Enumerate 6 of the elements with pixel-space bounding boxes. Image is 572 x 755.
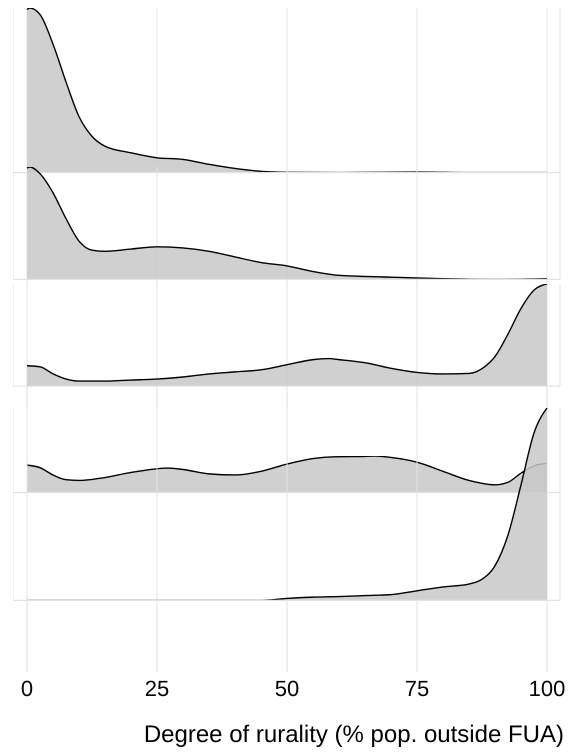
x-tick-label: 0 [20, 676, 34, 701]
x-tick-label: 50 [274, 676, 300, 701]
x-axis-title: Degree of rurality (% pop. outside FUA) [142, 721, 564, 749]
x-tick-label: 100 [528, 676, 566, 701]
x-tick-label: 75 [404, 676, 430, 701]
x-tick-label: 25 [144, 676, 170, 701]
